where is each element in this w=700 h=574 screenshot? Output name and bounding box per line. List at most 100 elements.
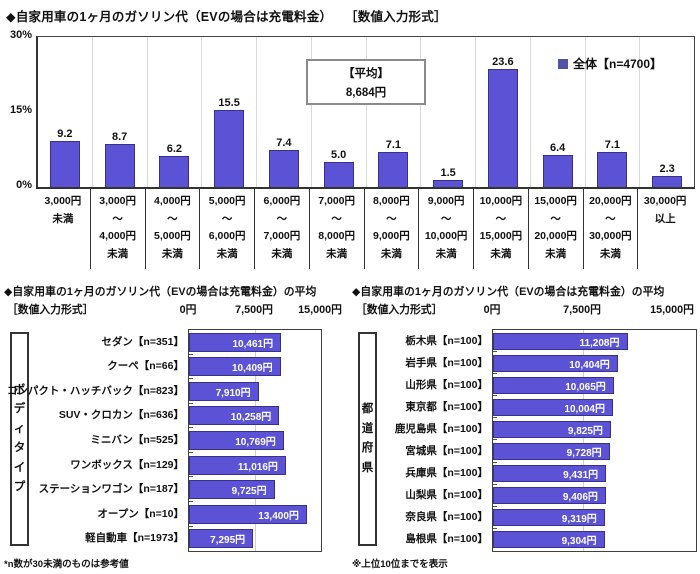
average-box-value: 8,684円 <box>345 86 387 99</box>
bodytype-chart-title: ◆自家用車の1ヶ月のガソリン代（EVの場合は充電料金）の平均 <box>4 286 317 298</box>
bar-row: 9,725円 <box>189 476 321 502</box>
bar-value-label: 7.1 <box>385 138 402 151</box>
bar-value-label: 6.4 <box>549 142 566 154</box>
group-label-char: デ <box>13 403 26 415</box>
bar-row: 9,406円 <box>493 483 696 507</box>
category-label: 栃木県【n=100】 <box>405 334 488 347</box>
bar-columns: 9.2 8.7 6.2 15.5 7.4 5.0 7.1 1.5 23.6 6.4 7.1 2.3 <box>38 37 694 187</box>
bar-column: 15.5 <box>202 37 257 187</box>
x-axis-category-line: ～ <box>386 212 397 225</box>
category-label: 島根県【n=100】 <box>405 533 488 546</box>
bar <box>214 109 245 187</box>
x-axis-category-line: 20,000円 <box>589 195 632 207</box>
bar-column: 1.5 <box>421 37 476 187</box>
bar-row: 9,304円 <box>493 527 696 551</box>
group-label-char: 都 <box>361 403 374 415</box>
x-axis-category-line: 未満 <box>216 247 238 260</box>
bar: 9,431円 <box>493 465 607 483</box>
bar-value-label: 2.3 <box>659 162 675 175</box>
bar-value-label: 7.4 <box>276 137 292 149</box>
bar-value-label: 7.1 <box>604 138 621 151</box>
group-label-char: 県 <box>361 461 374 474</box>
bar-rows: 10,461円 10,409円 7,910円 10,258円 10,769円 11,016… <box>189 330 321 551</box>
x-axis-category-line: 15,000円 <box>534 195 577 207</box>
bar <box>49 141 80 187</box>
x-axis-category-line: 15,000円 <box>479 230 523 242</box>
bar-row: 11,016円 <box>189 451 321 478</box>
bar-rows: 11,208円 10,404円 10,065円 10,004円 9,825円 9,728円… <box>493 330 696 551</box>
bar-row: 9,319円 <box>493 505 696 529</box>
bar-row: 9,825円 <box>493 417 696 440</box>
x-axis-category-line: 8,000円 <box>372 195 410 207</box>
bar-row: 11,208円 <box>493 330 696 352</box>
x-axis-category-line: 未満 <box>271 247 293 260</box>
category-label: ミニバン【n=525】 <box>90 434 184 447</box>
x-axis-category: 3,000円 ～ 4,000円 未満 <box>91 189 146 269</box>
prefecture-xtick-15000: 15,000円 <box>650 304 694 316</box>
bodytype-xtick-0: 0円 <box>179 304 197 316</box>
distribution-plot-area: 9.2 8.7 6.2 15.5 7.4 5.0 7.1 1.5 23.6 6.4 7.1 2.3 【… <box>36 36 695 189</box>
bar <box>104 143 135 187</box>
group-label-char: プ <box>13 481 26 493</box>
x-axis-category-line: 6,000円 <box>263 195 301 207</box>
bar: 7,910円 <box>189 381 259 401</box>
category-label: 奈良県【n=100】 <box>405 511 488 524</box>
x-axis-category-line: ～ <box>550 212 561 225</box>
bar-column: 7.1 <box>367 37 422 187</box>
category-label: コンパクト・ハッチバック【n=823】 <box>6 384 184 397</box>
bar: 10,004円 <box>493 398 613 416</box>
x-axis-category: 6,000円 ～ 7,000円 未満 <box>255 189 310 269</box>
bar-row: 10,404円 <box>493 351 696 374</box>
legend: 全体【n=4700】 <box>558 55 662 72</box>
bar: 9,304円 <box>493 531 605 549</box>
x-axis-category-line: 5,000円 <box>208 195 246 207</box>
bar-row: 9,431円 <box>493 461 696 485</box>
bar: 10,258円 <box>189 406 280 426</box>
x-axis-category: 7,000円 ～ 8,000円 未満 <box>310 189 365 269</box>
x-axis-category-line: 4,000円 <box>153 195 191 207</box>
x-axis-category-line: ～ <box>221 212 233 225</box>
x-axis-category-line: 9,000円 <box>372 230 410 242</box>
x-axis-category-line: 以上 <box>654 212 676 225</box>
x-axis-category-line: 未満 <box>161 247 183 260</box>
bar: 10,461円 <box>189 332 282 352</box>
prefecture-category-labels: 栃木県【n=100】 岩手県【n=100】 山形県【n=100】 東京都【n=100】… <box>382 329 488 550</box>
x-axis-category-line: 5,000円 <box>153 230 191 242</box>
x-axis-category: 4,000円 ～ 5,000円 未満 <box>146 189 201 269</box>
bar-value-label: 8.7 <box>111 130 128 143</box>
bar-row: 10,065円 <box>493 373 696 396</box>
legend-label: 全体【n=4700】 <box>573 57 663 71</box>
bodytype-plot-area: 10,461円 10,409円 7,910円 10,258円 10,769円 11,016… <box>188 329 322 552</box>
bodytype-footnote: *n数が30未満のものは参考値 <box>4 559 129 570</box>
bar-value-label: 15.5 <box>218 96 240 109</box>
x-axis-category-line: 未満 <box>52 212 74 225</box>
bar: 9,319円 <box>493 509 605 527</box>
x-axis-category-line: 20,000円 <box>534 230 577 242</box>
group-label-char: 府 <box>361 442 374 454</box>
category-label: クーペ【n=66】 <box>107 360 184 373</box>
group-label-char: タ <box>13 442 26 454</box>
bar-column: 7.1 <box>586 37 641 187</box>
x-axis-category-line: 未満 <box>435 247 457 260</box>
prefecture-group-label: 都道府県 <box>358 332 377 546</box>
prefecture-chart-title: ◆自家用車の1ヶ月のガソリン代（EVの場合は充電料金）の平均 <box>352 286 665 298</box>
bar-column: 6.2 <box>148 37 203 187</box>
x-axis-category: 10,000円 ～ 15,000円 未満 <box>474 189 529 269</box>
bar: 10,409円 <box>189 357 281 377</box>
x-axis-category-line: 8,000円 <box>318 230 356 242</box>
category-label: ステーションワゴン【n=187】 <box>38 483 184 496</box>
x-axis-category-line: ～ <box>495 212 507 225</box>
bar: 9,825円 <box>493 420 611 438</box>
x-axis-category-line: 未満 <box>107 247 129 260</box>
x-axis-category-line: 未満 <box>380 247 402 260</box>
category-label: 兵庫県【n=100】 <box>405 467 488 480</box>
x-axis-category-line: 10,000円 <box>479 195 523 207</box>
bar <box>323 162 354 187</box>
x-axis-category-line: 30,000円 <box>589 230 632 242</box>
category-label: 岩手県【n=100】 <box>405 356 488 369</box>
x-axis-category-line: ～ <box>276 212 288 225</box>
bar: 11,016円 <box>189 455 286 475</box>
category-label: オープン【n=10】 <box>97 507 184 520</box>
bar-row: 10,258円 <box>189 402 321 429</box>
x-axis-category-line: 未満 <box>545 247 567 260</box>
